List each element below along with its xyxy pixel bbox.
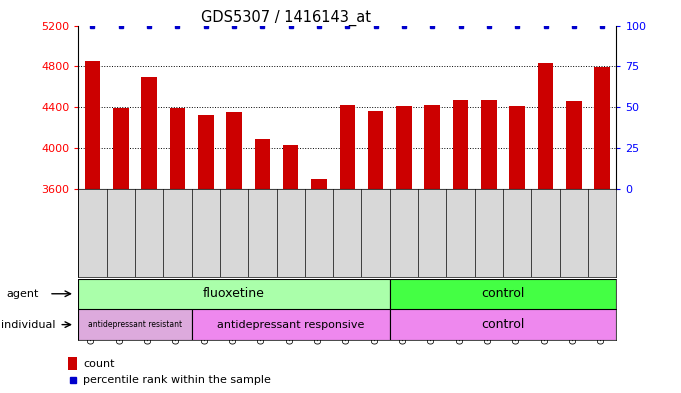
- Text: percentile rank within the sample: percentile rank within the sample: [83, 375, 271, 385]
- Text: control: control: [481, 318, 525, 331]
- Bar: [191, 309, 390, 340]
- Bar: [283, 145, 298, 189]
- Text: count: count: [83, 358, 114, 369]
- Bar: [424, 105, 440, 189]
- Text: GDS5307 / 1416143_at: GDS5307 / 1416143_at: [201, 10, 371, 26]
- Text: antidepressant responsive: antidepressant responsive: [217, 320, 364, 330]
- Bar: [368, 111, 383, 189]
- Bar: [595, 67, 610, 189]
- Bar: [396, 106, 412, 189]
- Text: control: control: [481, 287, 525, 300]
- Bar: [198, 115, 214, 189]
- Text: antidepressant resistant: antidepressant resistant: [88, 320, 182, 329]
- Text: fluoxetine: fluoxetine: [203, 287, 265, 300]
- Bar: [255, 139, 270, 189]
- Bar: [226, 112, 242, 189]
- Bar: [390, 279, 616, 309]
- Bar: [538, 63, 553, 189]
- Bar: [340, 105, 355, 189]
- Bar: [566, 101, 582, 189]
- Text: agent: agent: [7, 289, 39, 299]
- Bar: [78, 279, 390, 309]
- Bar: [311, 180, 327, 189]
- Bar: [142, 77, 157, 189]
- Bar: [170, 108, 185, 189]
- Bar: [78, 309, 191, 340]
- Bar: [509, 106, 525, 189]
- Bar: [113, 108, 129, 189]
- Bar: [390, 309, 616, 340]
- Bar: [68, 357, 78, 369]
- Bar: [481, 100, 496, 189]
- Text: individual: individual: [1, 320, 55, 330]
- Bar: [453, 100, 469, 189]
- Bar: [84, 61, 100, 189]
